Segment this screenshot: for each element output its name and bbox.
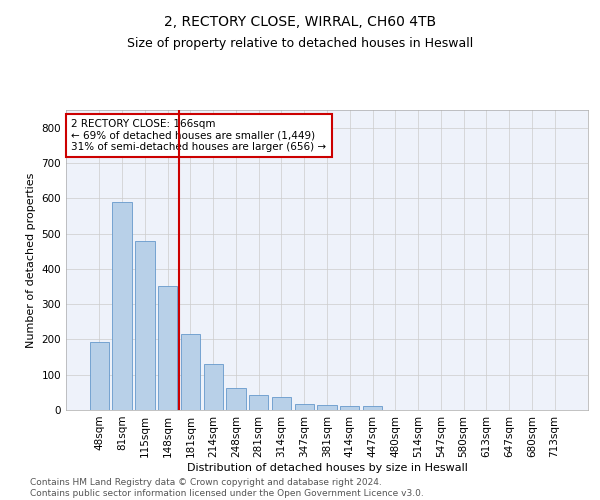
Bar (317, 404, 337, 410)
Text: Size of property relative to detached houses in Heswall: Size of property relative to detached ho… (127, 38, 473, 51)
Text: 2, RECTORY CLOSE, WIRRAL, CH60 4TB: 2, RECTORY CLOSE, WIRRAL, CH60 4TB (164, 15, 436, 29)
Bar (90, 342, 109, 410)
Bar (112, 202, 132, 410)
Bar (249, 395, 268, 410)
Text: Contains HM Land Registry data © Crown copyright and database right 2024.
Contai: Contains HM Land Registry data © Crown c… (30, 478, 424, 498)
Bar (158, 286, 178, 410)
Y-axis label: Number of detached properties: Number of detached properties (26, 172, 36, 348)
Bar (203, 364, 223, 410)
Bar (135, 240, 155, 410)
Bar (363, 406, 382, 410)
Bar (181, 334, 200, 410)
Bar (295, 404, 314, 410)
Bar (340, 406, 359, 410)
Bar (226, 388, 245, 410)
X-axis label: Distribution of detached houses by size in Heswall: Distribution of detached houses by size … (187, 462, 467, 472)
Text: 2 RECTORY CLOSE: 166sqm
← 69% of detached houses are smaller (1,449)
31% of semi: 2 RECTORY CLOSE: 166sqm ← 69% of detache… (71, 119, 326, 152)
Bar (272, 398, 291, 410)
